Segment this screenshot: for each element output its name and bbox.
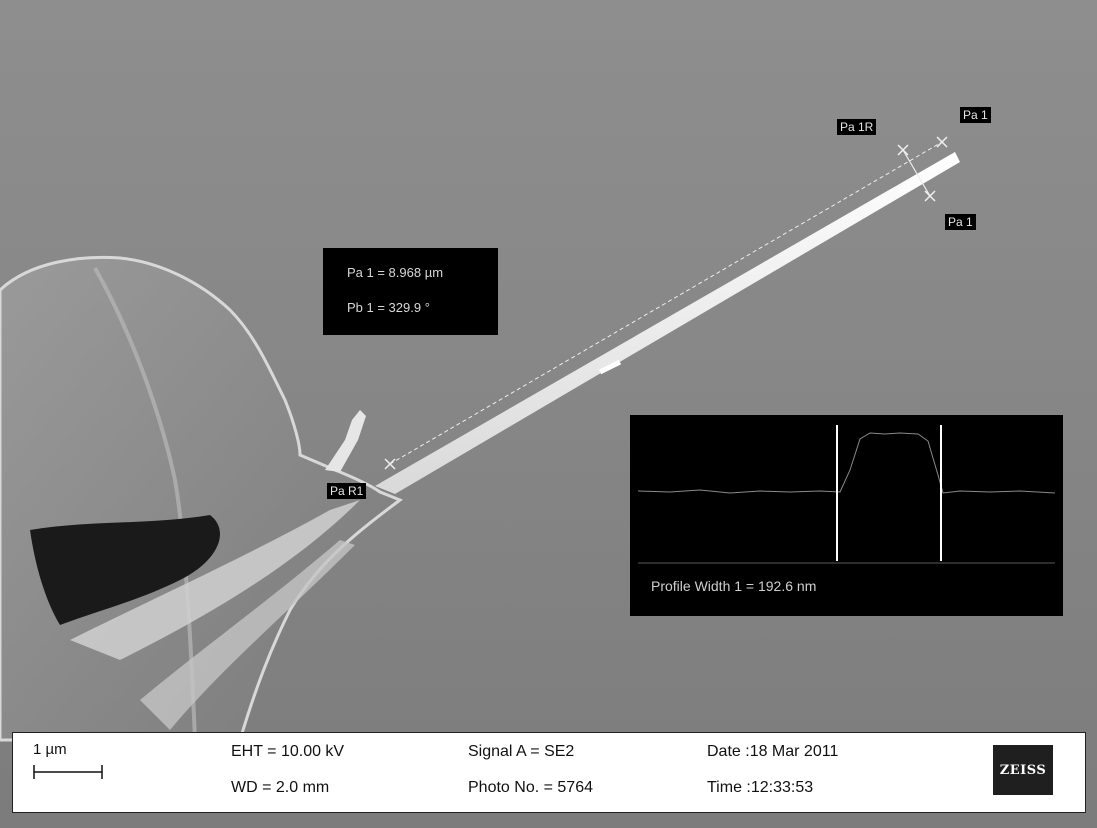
signal-value: Signal A = SE2 <box>468 743 575 760</box>
width-line <box>902 149 931 197</box>
specimen-shelf <box>70 500 360 660</box>
measurement-line <box>389 141 943 465</box>
scale-bar <box>33 765 103 779</box>
zeiss-logo: ZEISS <box>993 745 1053 795</box>
profile-width-label: Profile Width 1 = 192.6 nm <box>651 578 817 594</box>
specimen-ridge <box>93 267 197 741</box>
time-value: Time :12:33:53 <box>707 779 814 796</box>
side-spike <box>325 410 366 472</box>
marker-width-top <box>897 144 909 156</box>
specimen-body <box>0 255 404 742</box>
measurement-length: Pa 1 = 8.968 µm <box>347 265 444 280</box>
profile-plot <box>637 425 1056 564</box>
marker-end <box>936 136 948 148</box>
photo-number: Photo No. = 5764 <box>468 779 593 796</box>
marker-width-bottom <box>924 190 936 202</box>
specimen-lower-band <box>140 540 355 730</box>
info-bar: 1 µm EHT = 10.00 kV WD = 2.0 mm Signal A… <box>12 732 1086 813</box>
eht-value: EHT = 10.00 kV <box>231 743 345 760</box>
tag-pa-r1: Pa R1 <box>327 483 367 499</box>
measurement-box: Pa 1 = 8.968 µm Pb 1 = 329.9 ° <box>323 248 498 335</box>
profile-panel: Profile Width 1 = 192.6 nm <box>630 415 1063 616</box>
tag-pa-1r: Pa 1R <box>837 119 877 135</box>
tag-pa-1-lower: Pa 1 <box>945 214 976 230</box>
wd-value: WD = 2.0 mm <box>231 779 330 796</box>
marker-start <box>384 458 396 470</box>
measurement-angle: Pb 1 = 329.9 ° <box>347 300 430 315</box>
scale-bar-label: 1 µm <box>33 741 67 758</box>
nanowire-step <box>598 359 622 375</box>
profile-trace <box>637 432 1056 494</box>
specimen-cavity <box>30 515 220 625</box>
nanowire <box>375 152 960 494</box>
date-value: Date :18 Mar 2011 <box>707 743 839 760</box>
tag-pa-1-top: Pa 1 <box>960 107 991 123</box>
